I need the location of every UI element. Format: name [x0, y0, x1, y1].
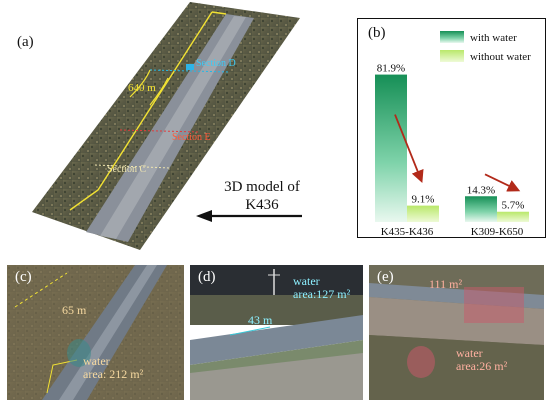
caption-line-1: 3D model of [224, 179, 300, 195]
legend-label-without-water: without water [470, 51, 531, 63]
panel-e-photo: (e) 111 m² water area:26 m² [369, 265, 544, 400]
bar-with-water-2 [465, 196, 497, 222]
panel-d-length: 43 m [248, 313, 273, 327]
panel-d-water-line1: water [293, 274, 320, 288]
panel-c-photo: (c) 65 m water area: 212 m² [7, 265, 184, 400]
x-tick-label: K435-K436 [381, 226, 434, 237]
panel-d-photo: (d) water area:127 m² 43 m [190, 265, 363, 400]
panel-d-water-line2: area:127 m² [293, 287, 351, 301]
panel-e-water-line2: area:26 m² [456, 359, 508, 373]
panel-c-water-line2: area: 212 m² [83, 367, 144, 381]
data-label: 9.1% [412, 194, 435, 206]
panel-d-water-label: water area:127 m² [293, 275, 350, 301]
panel-e-scene [369, 265, 544, 400]
panel-c-scene [7, 265, 184, 400]
bar-chart: 81.9% 9.1% K435-K436 14.3% 5.7% K309-K650 wit… [375, 31, 531, 237]
panel-e-label: (e) [377, 269, 394, 285]
bar-without-water-2 [497, 211, 529, 222]
bar-with-water-1 [375, 74, 407, 222]
panel-a: (a) 640 m Section D Section E Section C … [0, 0, 350, 262]
panel-c-water-line1: water [83, 354, 110, 368]
model-caption: 3D model of K436 [222, 178, 302, 214]
data-label: 14.3% [467, 184, 495, 196]
section-e-label: Section E [172, 132, 211, 143]
panel-c-length: 65 m [62, 303, 87, 317]
section-d-label: Section D [196, 58, 236, 69]
x-tick-label: K309-K650 [471, 226, 524, 237]
data-label: 5.7% [502, 200, 525, 212]
dimension-label: 640 m [128, 82, 156, 94]
legend-swatch-with-water [440, 31, 464, 43]
direction-arrow [196, 210, 302, 222]
panel-a-label: (a) [17, 34, 34, 50]
road-3d-model [32, 2, 300, 250]
panel-b-label: (b) [368, 25, 386, 41]
trend-arrow [484, 173, 521, 192]
section-c-label: Section C [107, 164, 147, 175]
data-label: 81.9% [377, 63, 405, 75]
panel-e-water-line1: water [456, 346, 483, 360]
bar-without-water-1 [407, 205, 439, 222]
panel-e-area-top: 111 m² [429, 277, 463, 291]
panel-c-water-label: water area: 212 m² [83, 355, 143, 381]
panel-d-label: (d) [198, 269, 216, 285]
caption-line-2: K436 [245, 197, 279, 213]
panel-b-chart: (b) 81.9% 9.1% K435-K436 14.3% 5.7% K309-K650… [357, 18, 546, 238]
legend-label-with-water: with water [470, 32, 517, 44]
panel-e-water-label: water area:26 m² [456, 347, 507, 373]
trend-arrow [394, 114, 424, 183]
panel-c-label: (c) [15, 269, 32, 285]
panel-d-scene [190, 265, 363, 400]
legend-swatch-without-water [440, 50, 464, 62]
